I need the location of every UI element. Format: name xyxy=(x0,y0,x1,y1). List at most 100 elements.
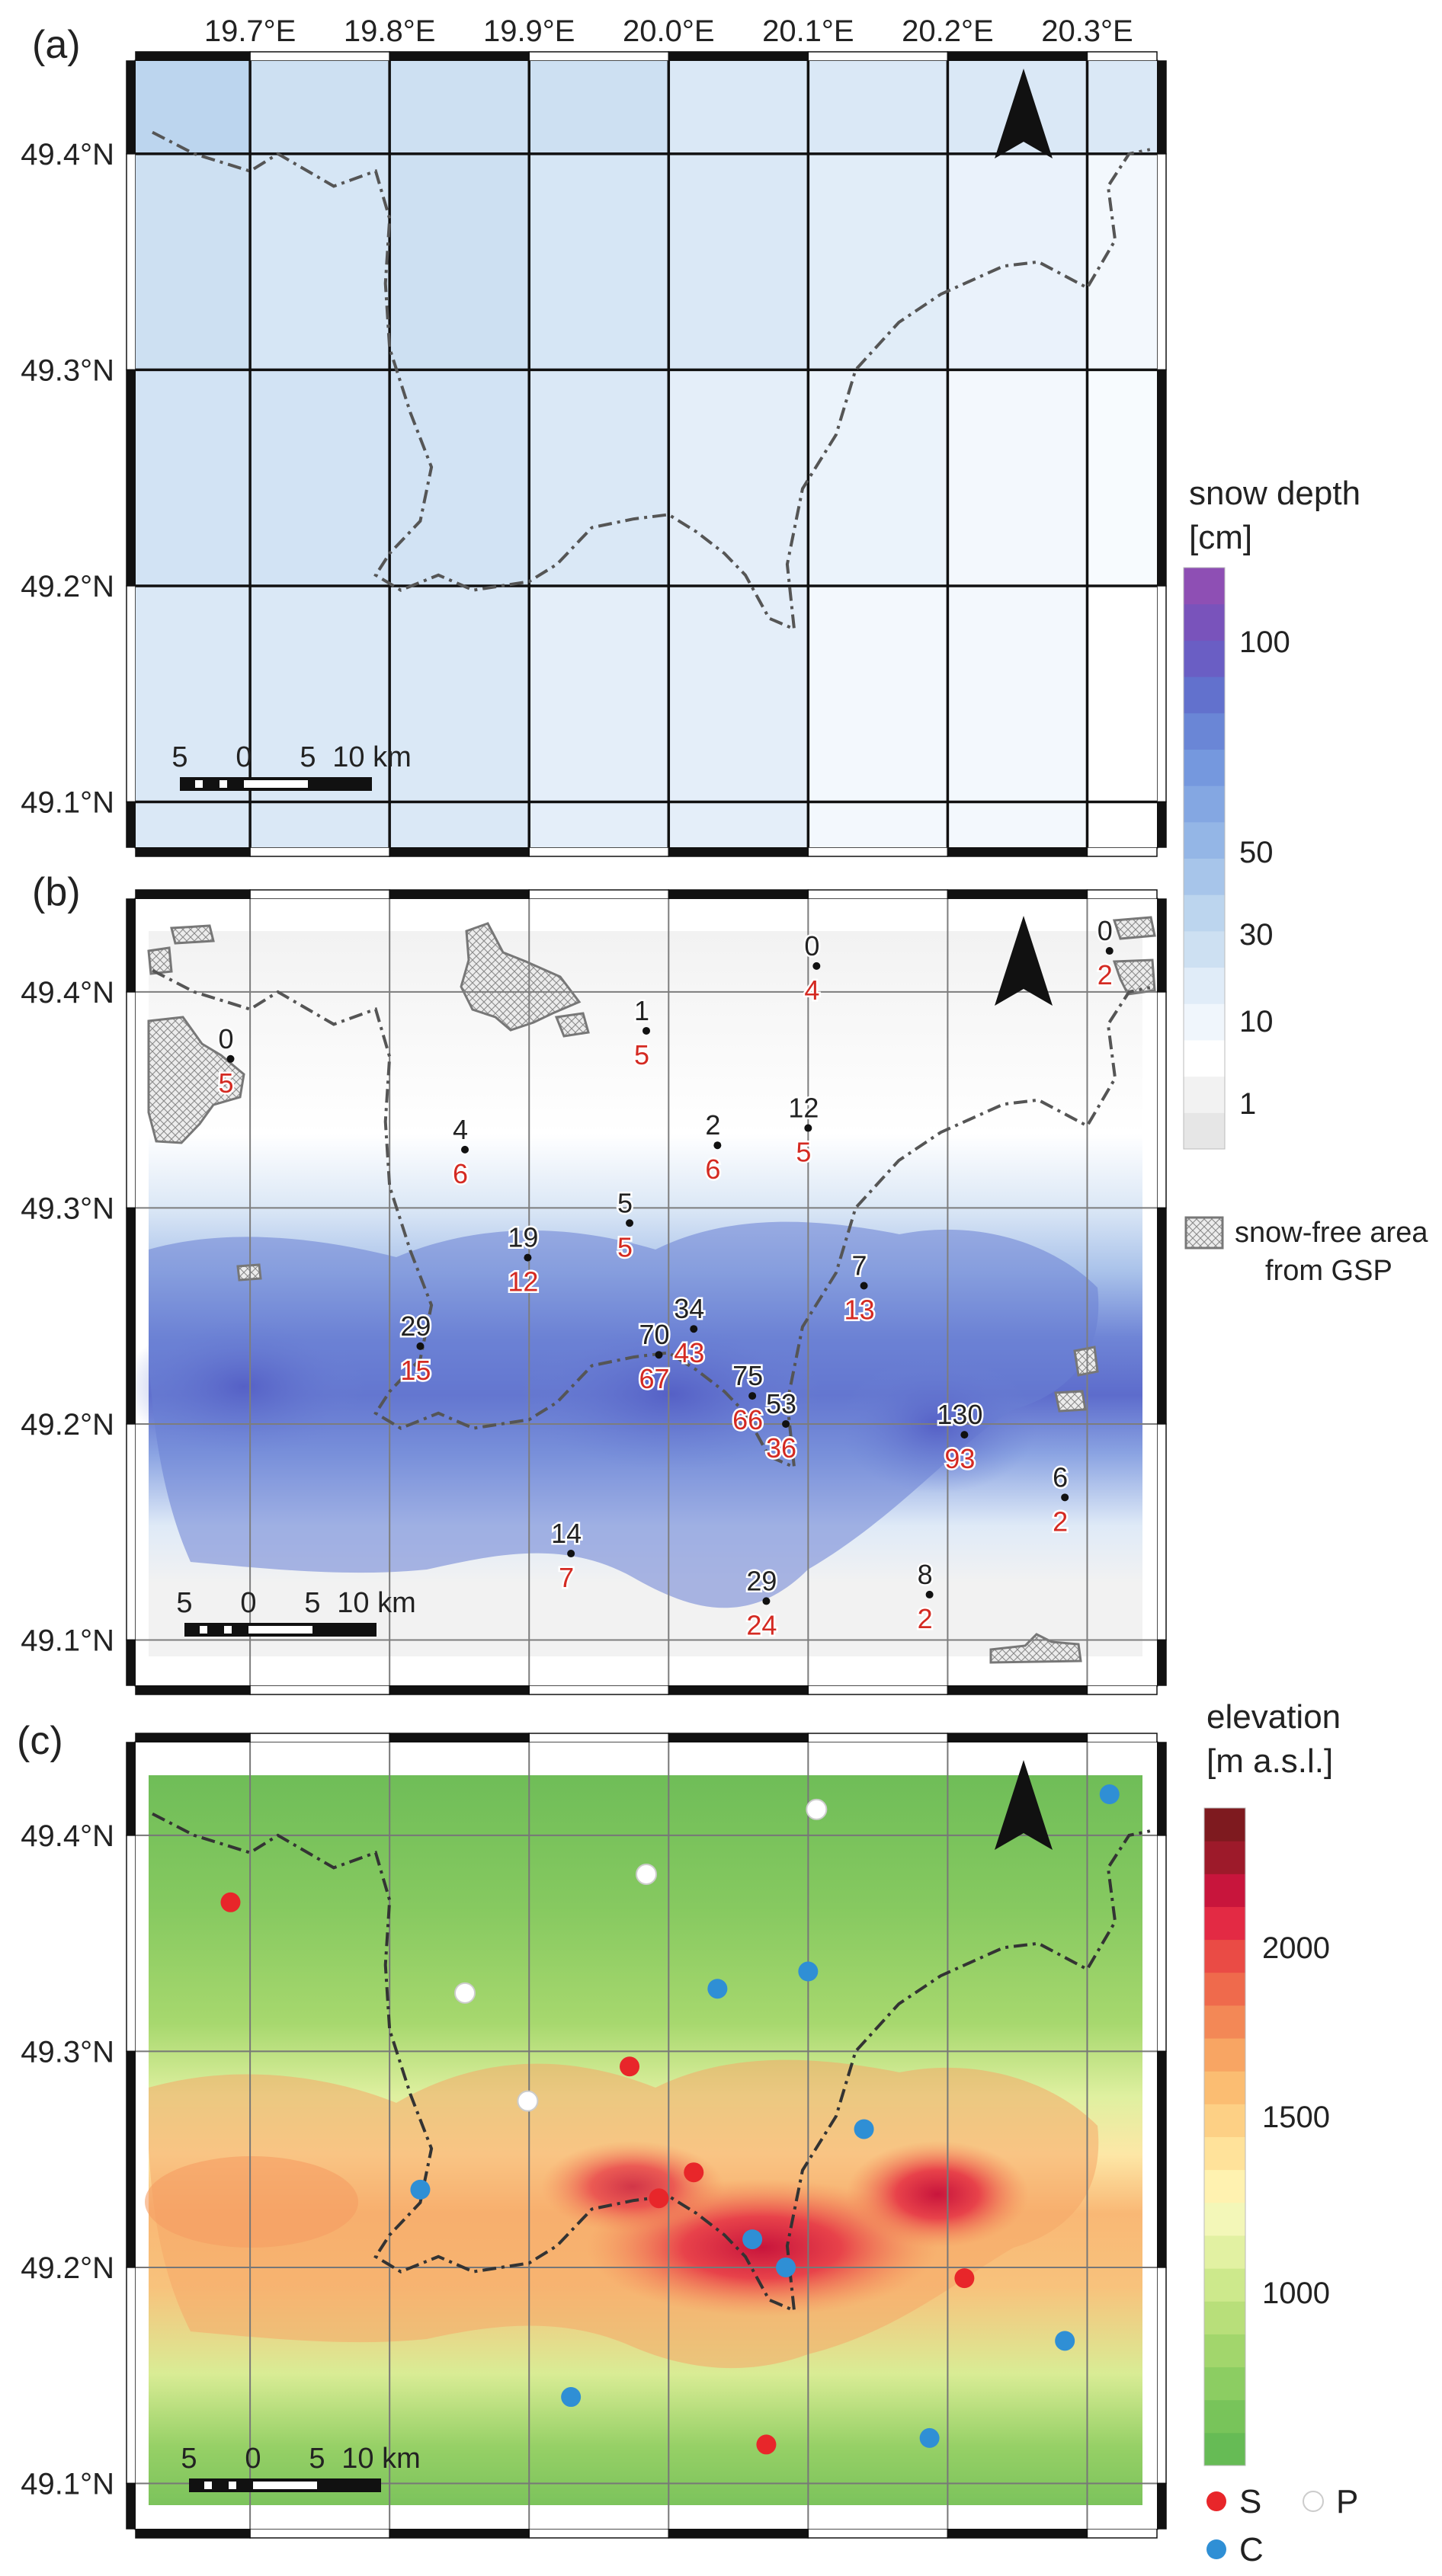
legend-gsp: snow-free area from GSP xyxy=(1184,1216,1428,1287)
colorbar-swatch xyxy=(1204,2334,1245,2368)
station-legend-label: C xyxy=(1239,2531,1264,2568)
station-observed-value: 5 xyxy=(617,1187,633,1218)
station-observed-value: 1 xyxy=(634,995,649,1026)
scale-bar-label: 5 xyxy=(300,741,316,773)
station-marker xyxy=(649,2188,669,2209)
colorbar-swatch xyxy=(1204,2005,1245,2039)
panel-label-b: (b) xyxy=(32,870,81,914)
scale-bar-label: 0 xyxy=(240,1587,256,1619)
station-marker xyxy=(954,2268,975,2289)
station-model-value: 2 xyxy=(918,1603,933,1634)
colorbar-swatch xyxy=(1184,967,1225,1004)
colorbar-swatch xyxy=(1204,2301,1245,2334)
station-observed-value: 34 xyxy=(674,1293,704,1324)
elevation-colorbar xyxy=(1203,1807,1246,2466)
station-point xyxy=(524,1253,532,1262)
station-model-value: 4 xyxy=(804,974,819,1006)
station-point xyxy=(642,1026,650,1035)
lon-tick-label: 20.2°E xyxy=(902,14,994,48)
legend-station-types: S P C xyxy=(1206,2483,1358,2568)
station-marker xyxy=(561,2387,582,2408)
station-marker xyxy=(798,1961,819,1982)
station-observed-value: 29 xyxy=(746,1565,777,1596)
station-model-value: 24 xyxy=(746,1609,777,1640)
panel-label-a: (a) xyxy=(32,23,81,67)
lat-tick-label: 49.4°N xyxy=(21,138,114,171)
station-observed-value: 14 xyxy=(551,1518,582,1549)
scale-bar-a: 5 0 5 10 km xyxy=(171,741,412,791)
colorbar-swatch xyxy=(1204,2169,1245,2203)
legend-gsp-line1: snow-free area xyxy=(1235,1217,1428,1249)
panel-label-c: (c) xyxy=(17,1719,63,1763)
station-model-value: 5 xyxy=(218,1067,233,1099)
lon-tick-label: 20.0°E xyxy=(623,14,715,48)
colorbar-swatch xyxy=(1184,786,1225,823)
colorbar-swatch xyxy=(1204,1841,1245,1874)
colorbar-tick-label: 1000 xyxy=(1262,2277,1330,2310)
north-arrow-icon xyxy=(995,1760,1053,1850)
colorbar-swatch xyxy=(1184,677,1225,714)
station-point xyxy=(713,1141,722,1150)
colorbar-swatch xyxy=(1204,2136,1245,2171)
station-marker xyxy=(410,2179,431,2200)
colorbar-swatch xyxy=(1184,930,1225,968)
station-model-value: 93 xyxy=(944,1443,975,1474)
colorbar-swatch xyxy=(1204,2235,1245,2269)
station-marker xyxy=(1099,1784,1120,1805)
station-marker xyxy=(707,1979,728,1999)
station-observed-value: 12 xyxy=(788,1093,819,1124)
station-observed-value: 53 xyxy=(766,1388,796,1419)
station-marker xyxy=(776,2257,796,2277)
station-point xyxy=(812,962,821,970)
lon-tick-label: 19.8°E xyxy=(344,14,436,48)
station-legend-swatch xyxy=(1206,2539,1226,2559)
colorbar-swatch xyxy=(1184,821,1225,859)
station-observed-value: 130 xyxy=(937,1399,982,1430)
station-legend-label: S xyxy=(1239,2483,1261,2520)
graticule-a xyxy=(136,61,1157,847)
station-model-value: 15 xyxy=(400,1355,431,1386)
colorbar-swatch xyxy=(1184,1003,1225,1041)
station-observed-value: 0 xyxy=(218,1023,233,1054)
colorbar-tick-label: 1 xyxy=(1239,1087,1256,1121)
station-point xyxy=(748,1392,757,1400)
station-model-value: 7 xyxy=(559,1562,574,1593)
station-point xyxy=(226,1054,235,1063)
station-observed-value: 75 xyxy=(732,1360,763,1391)
colorbar-tick-label: 1500 xyxy=(1262,2101,1330,2134)
colorbar-swatch xyxy=(1184,568,1225,605)
map-frame-a xyxy=(126,51,1167,857)
longitude-tick-labels: 19.7°E 19.8°E 19.9°E 20.0°E 20.1°E 20.2°E 20.3… xyxy=(204,14,1133,48)
lat-tick-label: 49.1°N xyxy=(21,1624,114,1657)
scale-bar-label: 0 xyxy=(245,2443,261,2475)
station-point xyxy=(655,1351,663,1359)
station-marker xyxy=(919,2427,940,2448)
station-marker xyxy=(806,1798,828,1820)
latitude-tick-labels-a: 49.4°N 49.3°N 49.2°N 49.1°N xyxy=(21,138,114,820)
station-marker xyxy=(742,2229,763,2250)
lon-tick-label: 19.9°E xyxy=(483,14,575,48)
colorbar-swatch xyxy=(1204,2038,1245,2072)
scale-bar-label: 5 xyxy=(171,741,187,773)
colorbar-swatch xyxy=(1184,858,1225,895)
colorbar-swatch xyxy=(1184,1076,1225,1113)
legend-gsp-line2: from GSP xyxy=(1265,1255,1392,1287)
station-markers-c xyxy=(220,1784,1120,2455)
colorbar-swatch xyxy=(1184,640,1225,677)
snow-depth-grid-cells xyxy=(136,61,1157,847)
colorbar-swatch xyxy=(1204,1808,1245,1842)
scale-bar-label: 0 xyxy=(236,741,252,773)
station-model-value: 5 xyxy=(796,1137,811,1168)
station-model-value: 6 xyxy=(705,1154,720,1185)
station-model-value: 5 xyxy=(617,1231,633,1262)
station-observed-value: 0 xyxy=(804,930,819,962)
colorbar-swatch xyxy=(1184,1039,1225,1077)
country-border-b xyxy=(152,968,1151,1470)
station-model-value: 36 xyxy=(766,1432,796,1464)
station-model-value: 6 xyxy=(453,1158,468,1189)
lat-tick-label: 49.2°N xyxy=(21,1408,114,1442)
station-model-value: 2 xyxy=(1053,1506,1068,1537)
north-arrow-icon xyxy=(995,916,1053,1006)
panel-b: (b) 0 5 4 6 29 15 19 1 xyxy=(21,870,1167,1695)
